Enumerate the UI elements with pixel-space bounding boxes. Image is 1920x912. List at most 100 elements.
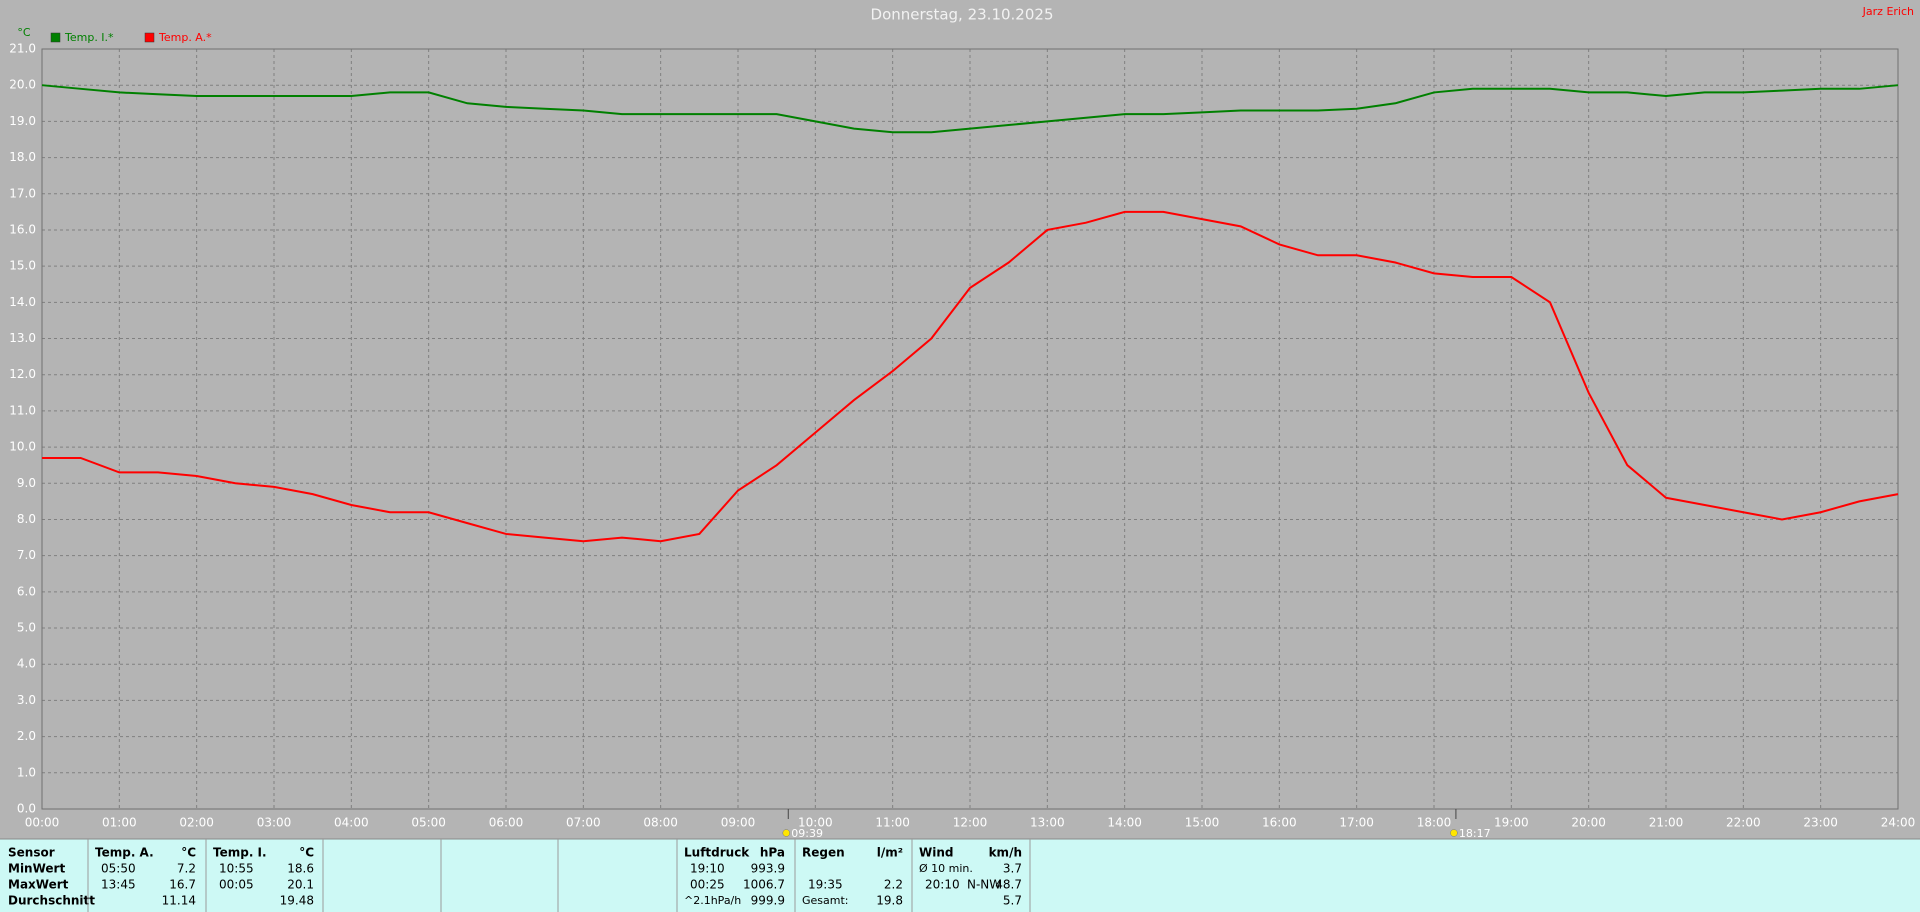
cell-value: 1006.7 <box>743 878 785 892</box>
cell-time: ^2.1hPa/h <box>684 894 741 907</box>
x-tick-label: 01:00 <box>102 816 137 830</box>
x-tick-label: 10:00 <box>798 816 833 830</box>
cell-time: 10:55 <box>219 862 254 876</box>
x-tick-label: 17:00 <box>1339 816 1374 830</box>
cell-time: 20:10 <box>925 878 960 892</box>
column-header: Regen <box>802 846 845 860</box>
sun-icon <box>1450 829 1458 837</box>
x-tick-label: 04:00 <box>334 816 369 830</box>
cell-value: 48.7 <box>995 878 1022 892</box>
cell-time: 19:10 <box>690 862 725 876</box>
y-tick-label: 9.0 <box>17 476 36 490</box>
cell-value: 20.1 <box>287 878 314 892</box>
series-line <box>42 210 1899 543</box>
column-header: Luftdruck <box>684 846 750 860</box>
cell-time: 00:25 <box>690 878 725 892</box>
x-tick-label: 16:00 <box>1262 816 1297 830</box>
column-header: Wind <box>919 846 953 860</box>
y-tick-label: 15.0 <box>9 259 36 273</box>
annotation-label: 09:39 <box>791 827 823 840</box>
annotation-label: 18:17 <box>1459 827 1491 840</box>
cell-time: Gesamt: <box>802 894 849 907</box>
cell-direction: N-NW <box>967 878 1001 892</box>
row-label: Sensor <box>8 846 55 860</box>
table-background <box>0 839 1920 912</box>
cell-value: 11.14 <box>162 894 196 908</box>
y-unit: °C <box>17 26 31 39</box>
x-tick-label: 13:00 <box>1030 816 1065 830</box>
legend-label: Temp. I.* <box>64 31 114 44</box>
x-tick-label: 12:00 <box>953 816 988 830</box>
y-tick-label: 13.0 <box>9 331 36 345</box>
y-tick-label: 17.0 <box>9 186 36 200</box>
column-header: Temp. I. <box>213 846 267 860</box>
legend-swatch <box>144 32 155 43</box>
y-tick-label: 16.0 <box>9 222 36 236</box>
cell-value: 16.7 <box>169 878 196 892</box>
cell-value: 2.2 <box>884 878 903 892</box>
cell-value: 19.48 <box>280 894 314 908</box>
column-unit: °C <box>299 846 314 860</box>
chart-title: Donnerstag, 23.10.2025 <box>871 6 1054 24</box>
y-tick-label: 0.0 <box>17 802 36 816</box>
row-label: MaxWert <box>8 878 69 892</box>
column-unit: °C <box>181 846 196 860</box>
cell-value: 18.6 <box>287 862 314 876</box>
column-unit: hPa <box>760 846 785 860</box>
y-tick-label: 5.0 <box>17 621 36 635</box>
y-tick-label: 3.0 <box>17 693 36 707</box>
x-tick-label: 03:00 <box>257 816 292 830</box>
x-tick-label: 08:00 <box>643 816 678 830</box>
row-label: Durchschnitt <box>8 894 95 908</box>
x-tick-label: 18:00 <box>1417 816 1452 830</box>
y-tick-label: 18.0 <box>9 150 36 164</box>
cell-value: 19.8 <box>876 894 903 908</box>
chart-background <box>0 0 1920 839</box>
x-tick-label: 05:00 <box>411 816 446 830</box>
x-tick-label: 02:00 <box>179 816 214 830</box>
cell-time: 13:45 <box>101 878 136 892</box>
cell-time: 05:50 <box>101 862 136 876</box>
cell-value: 993.9 <box>751 862 785 876</box>
column-header: Temp. A. <box>95 846 154 860</box>
y-tick-label: 1.0 <box>17 765 36 779</box>
y-tick-label: 11.0 <box>9 403 36 417</box>
legend-label: Temp. A.* <box>158 31 212 44</box>
x-tick-label: 14:00 <box>1107 816 1142 830</box>
cell-value: 999.9 <box>751 894 785 908</box>
column-unit: l/m² <box>877 846 903 860</box>
plot-frame <box>41 48 1899 810</box>
legend-swatch <box>50 32 61 43</box>
row-label: MinWert <box>8 862 65 876</box>
y-tick-label: 8.0 <box>17 512 36 526</box>
cell-value: 7.2 <box>177 862 196 876</box>
y-tick-label: 10.0 <box>9 440 36 454</box>
cell-time: Ø 10 min. <box>919 862 973 875</box>
series-line <box>41 84 1899 134</box>
cell-time: 00:05 <box>219 878 254 892</box>
cell-value: 3.7 <box>1003 862 1022 876</box>
y-tick-label: 4.0 <box>17 657 36 671</box>
owner: Jarz Erich <box>1862 5 1914 18</box>
x-tick-label: 20:00 <box>1571 816 1606 830</box>
x-tick-label: 07:00 <box>566 816 601 830</box>
x-tick-label: 19:00 <box>1494 816 1529 830</box>
y-tick-label: 12.0 <box>9 367 36 381</box>
y-tick-label: 7.0 <box>17 548 36 562</box>
cell-value: 5.7 <box>1003 894 1022 908</box>
y-tick-label: 20.0 <box>9 78 36 92</box>
x-tick-label: 15:00 <box>1185 816 1220 830</box>
x-tick-label: 23:00 <box>1803 816 1838 830</box>
cell-time: 19:35 <box>808 878 843 892</box>
x-tick-label: 06:00 <box>489 816 524 830</box>
sun-icon <box>782 829 791 837</box>
x-tick-label: 24:00 <box>1881 816 1916 830</box>
x-tick-label: 21:00 <box>1649 816 1684 830</box>
y-tick-label: 2.0 <box>17 729 36 743</box>
y-tick-label: 19.0 <box>9 114 36 128</box>
x-tick-label: 11:00 <box>875 816 910 830</box>
y-tick-label: 21.0 <box>9 42 36 56</box>
column-unit: km/h <box>989 846 1022 860</box>
